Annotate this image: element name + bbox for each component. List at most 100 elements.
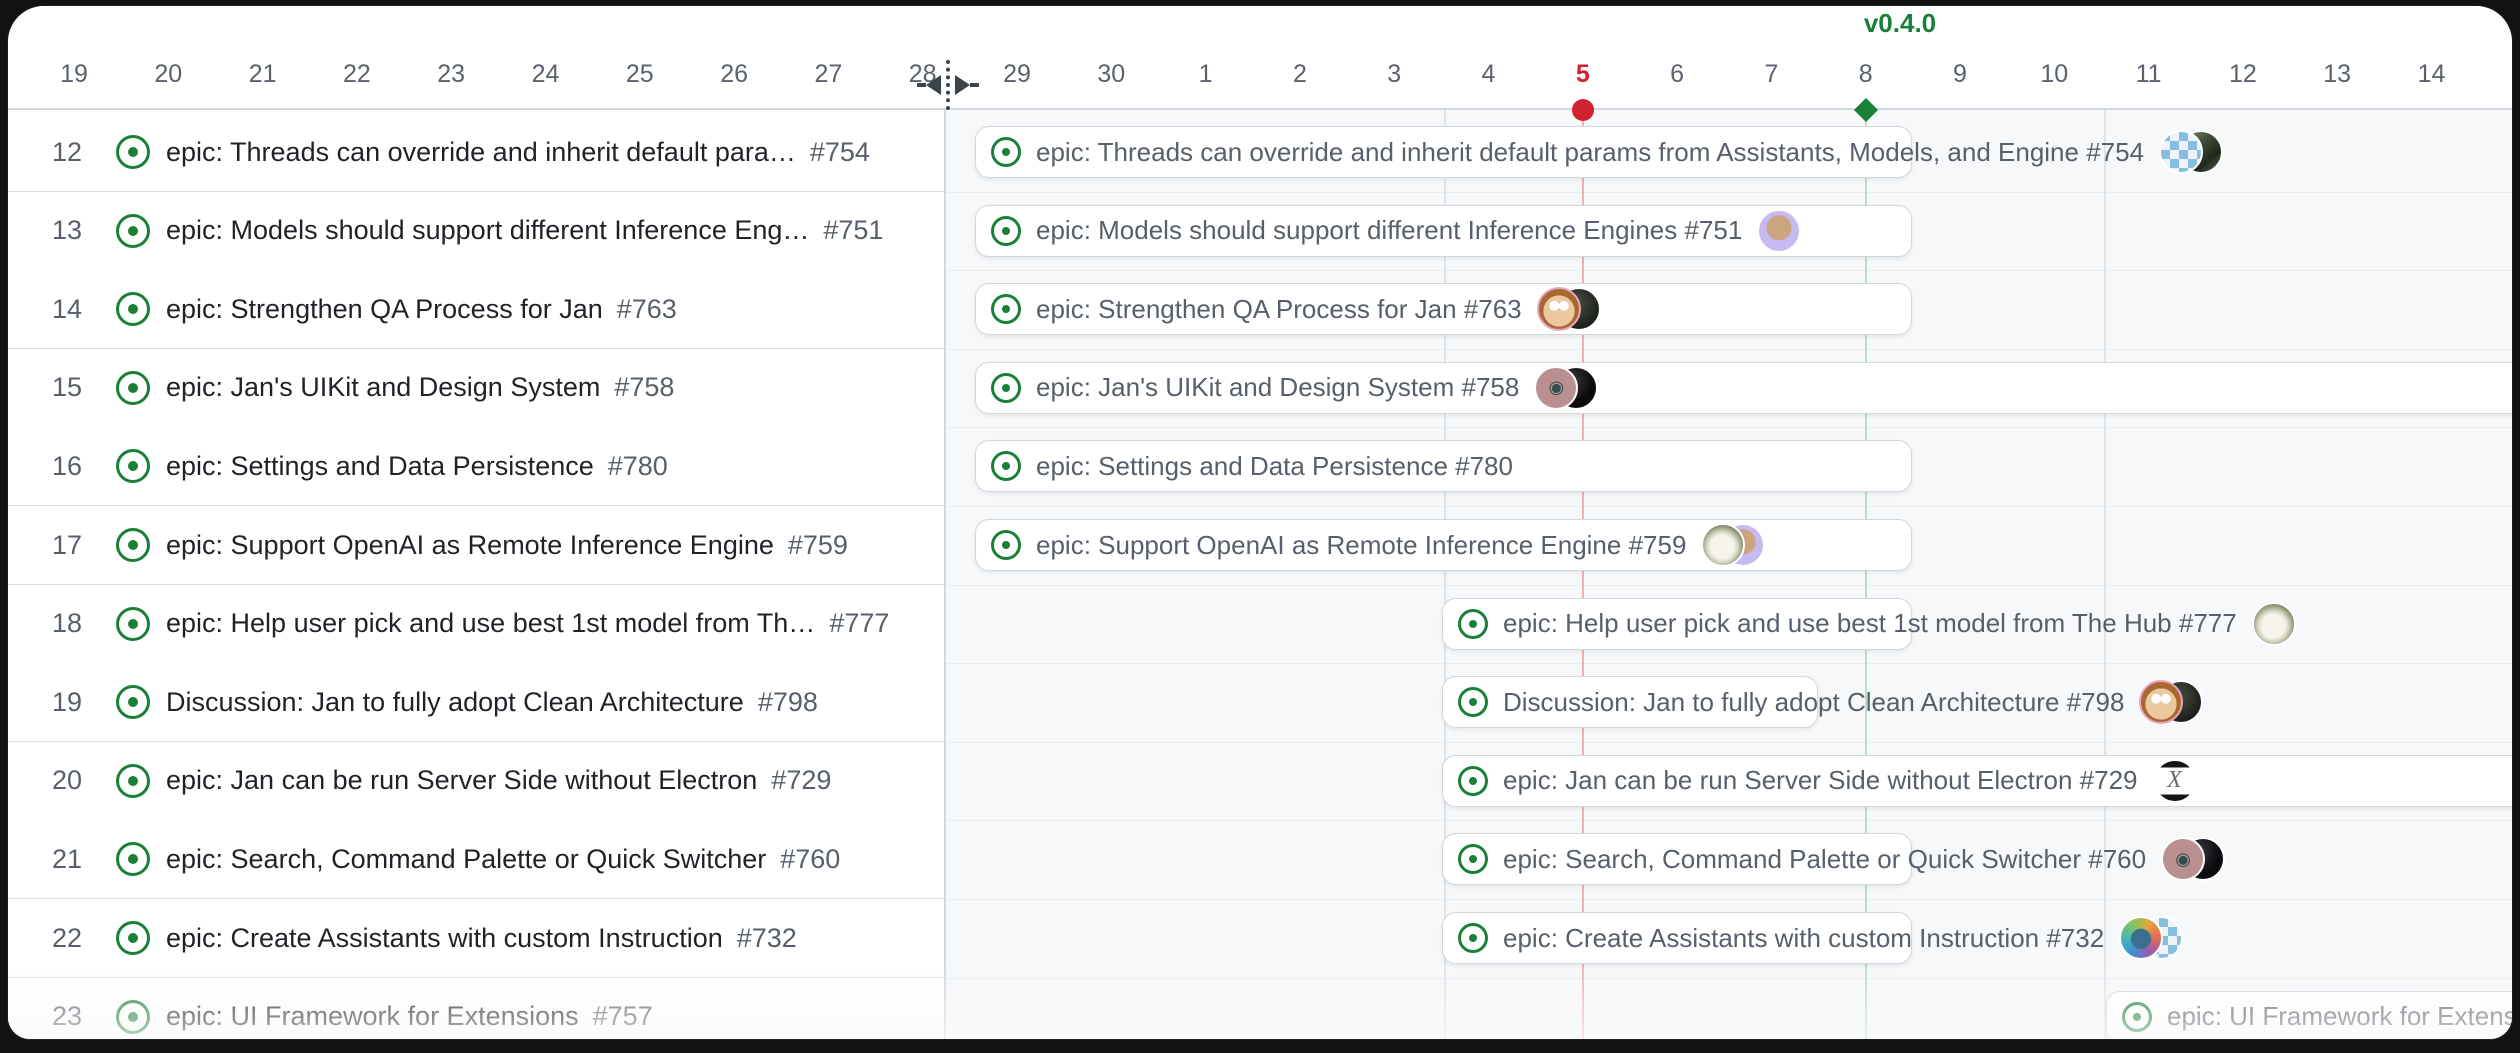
timeline-bar-label[interactable]: epic: Strengthen QA Process for Jan #763	[991, 283, 1601, 335]
timeline-bar-label[interactable]: Discussion: Jan to fully adopt Clean Arc…	[1458, 676, 2204, 728]
avatar-photo-cat[interactable]	[1701, 523, 1746, 567]
timeline-bar-text: epic: Jan can be run Server Side without…	[1503, 765, 2138, 796]
open-issue-icon	[991, 137, 1021, 167]
row-title[interactable]: epic: Settings and Data Persistence	[166, 450, 594, 481]
row-title[interactable]: epic: Models should support different In…	[166, 215, 810, 246]
row-number: 13	[51, 215, 82, 246]
table-row[interactable]: 19 Discussion: Jan to fully adopt Clean A…	[8, 663, 945, 743]
table-row[interactable]: 13 epic: Models should support different …	[8, 191, 945, 271]
panel-resize-divider[interactable]	[944, 110, 946, 1039]
row-title[interactable]: epic: Strengthen QA Process for Jan	[166, 293, 603, 324]
avatar-identicon-blue[interactable]	[2159, 130, 2204, 174]
date-label-6: 6	[1670, 60, 1685, 88]
assignee-avatar-stack	[2159, 130, 2224, 174]
timeline-bar-label[interactable]: epic: Search, Command Palette or Quick S…	[1458, 833, 2226, 885]
timeline-bar[interactable]	[1442, 597, 1912, 650]
row-issue-number: #763	[616, 293, 677, 324]
row-number: 23	[51, 1001, 82, 1032]
milestone-line	[1865, 110, 1867, 1039]
date-label-9: 9	[1953, 60, 1967, 88]
open-issue-dot	[128, 854, 138, 865]
row-title[interactable]: epic: Jan can be run Server Side without…	[166, 765, 758, 796]
assignee-avatar-stack	[1536, 287, 1601, 332]
timeline-bar-label[interactable]: epic: Jan's UIKit and Design System #758…	[991, 362, 1599, 414]
open-issue-icon	[1458, 844, 1488, 875]
row-title[interactable]: epic: Support OpenAI as Remote Inference…	[166, 529, 774, 560]
date-label-22: 22	[342, 60, 371, 88]
timeline-bar-label[interactable]: epic: Create Assistants with custom Inst…	[1458, 912, 2184, 964]
table-row[interactable]: 20 epic: Jan can be run Server Side witho…	[8, 741, 945, 821]
timeline-bar-label[interactable]: epic: Support OpenAI as Remote Inference…	[991, 519, 1766, 571]
table-row[interactable]: 14 epic: Strengthen QA Process for Jan #76…	[8, 270, 945, 350]
date-label-11: 11	[2135, 60, 2162, 88]
date-label-29: 29	[1003, 60, 1031, 88]
avatar-mauve-eye[interactable]: ◉	[2161, 837, 2206, 882]
timeline-row-separator	[945, 191, 2512, 193]
timeline-bar[interactable]	[1442, 912, 1912, 964]
open-issue-icon	[116, 606, 150, 641]
timeline-row-separator	[945, 663, 2512, 665]
table-row[interactable]: 16 epic: Settings and Data Persistence #78…	[8, 427, 945, 507]
row-title[interactable]: epic: Help user pick and use best 1st mo…	[166, 608, 816, 639]
roadmap-canvas: 19 20 21 22 23 24 25 26 27 28 29 30 1 2 3 4 5 6 7 8 9 10 11 12 1…	[8, 6, 2512, 1039]
timeline-bar-label[interactable]: epic: Threads can override and inherit d…	[991, 126, 2224, 178]
timeline-bar-label[interactable]: epic: Settings and Data Persistence #780	[991, 440, 1513, 492]
timeline-bar-label[interactable]: epic: UI Framework for Extensions #757	[2122, 991, 2512, 1039]
open-issue-dot	[1002, 541, 1010, 549]
timeline-bar[interactable]	[1442, 754, 2512, 807]
row-number: 14	[51, 293, 82, 324]
open-issue-dot	[1469, 776, 1477, 785]
date-label-19: 19	[60, 60, 88, 88]
open-issue-dot	[1002, 148, 1010, 156]
table-row[interactable]: 21 epic: Search, Command Palette or Quick…	[8, 820, 945, 900]
date-label-10: 10	[2040, 60, 2069, 88]
row-title[interactable]: epic: UI Framework for Extensions	[166, 1001, 579, 1032]
avatar-person-purple[interactable]	[1757, 208, 1802, 253]
timeline-bar[interactable]	[975, 361, 2512, 414]
timeline-bar-label[interactable]: epic: Models should support different In…	[991, 205, 1802, 257]
date-label-2: 2	[1292, 60, 1307, 88]
timeline-bar[interactable]	[975, 283, 1912, 336]
timeline-bar-label[interactable]: epic: Help user pick and use best 1st mo…	[1458, 598, 2296, 650]
table-row[interactable]: 12 epic: Threads can override and inherit…	[8, 113, 945, 192]
today-line	[1582, 110, 1584, 1039]
row-issue-number: #757	[592, 1001, 653, 1032]
roadmap-window: 19 20 21 22 23 24 25 26 27 28 29 30 1 2 3 4 5 6 7 8 9 10 11 12 1…	[8, 6, 2512, 1039]
timeline-row-separator	[945, 506, 2512, 507]
timeline-bar-label[interactable]: epic: Jan can be run Server Side without…	[1458, 755, 2197, 807]
table-row[interactable]: 15 epic: Jan's UIKit and Design System #75…	[8, 348, 945, 428]
today-marker	[1572, 99, 1594, 121]
row-title[interactable]: epic: Create Assistants with custom Inst…	[166, 922, 723, 953]
row-title[interactable]: epic: Search, Command Palette or Quick S…	[166, 843, 767, 874]
timeline-bar-text: epic: Threads can override and inherit d…	[1036, 136, 2145, 167]
table-row[interactable]: 23 epic: UI Framework for Extensions #757	[8, 977, 945, 1039]
date-label-25: 25	[625, 60, 654, 88]
avatar-signature-x[interactable]: X	[2152, 758, 2197, 803]
table-row[interactable]: 22 epic: Create Assistants with custom In…	[8, 899, 945, 978]
timeline-bar[interactable]	[975, 126, 1912, 178]
open-issue-icon	[991, 530, 1021, 560]
row-title[interactable]: epic: Jan's UIKit and Design System	[166, 372, 601, 403]
timeline-panel[interactable]: epic: Threads can override and inherit d…	[945, 110, 2512, 1039]
avatar-cartoon-morty[interactable]	[2139, 680, 2184, 725]
row-title[interactable]: Discussion: Jan to fully adopt Clean Arc…	[166, 686, 744, 717]
avatar-cat-colorful[interactable]	[2119, 916, 2164, 960]
timeline-bar[interactable]	[1442, 676, 1818, 729]
avatar-mauve-eye[interactable]: ◉	[1534, 365, 1579, 410]
row-issue-number: #729	[771, 765, 832, 796]
table-row[interactable]: 17 epic: Support OpenAI as Remote Inferen…	[8, 506, 945, 585]
row-title[interactable]: epic: Threads can override and inherit d…	[166, 136, 796, 167]
open-issue-icon	[991, 451, 1021, 482]
timeline-bar-text: epic: Search, Command Palette or Quick S…	[1503, 843, 2147, 874]
assignee-avatar-stack	[1757, 208, 1802, 253]
timeline-bar[interactable]	[1442, 833, 1912, 886]
timeline-bar[interactable]	[975, 440, 1912, 493]
timeline-bar[interactable]	[975, 204, 1912, 257]
date-header[interactable]: 19 20 21 22 23 24 25 26 27 28 29 30 1 2 3 4 5 6 7 8 9 10 11 12 1…	[8, 6, 2512, 110]
table-row[interactable]: 18 epic: Help user pick and use best 1st …	[8, 584, 945, 664]
avatar-photo-cat[interactable]	[2251, 601, 2296, 646]
open-issue-dot	[1002, 305, 1010, 314]
avatar-cartoon-morty[interactable]	[1536, 287, 1581, 332]
open-issue-icon	[116, 370, 150, 405]
date-label-4: 4	[1481, 60, 1496, 88]
